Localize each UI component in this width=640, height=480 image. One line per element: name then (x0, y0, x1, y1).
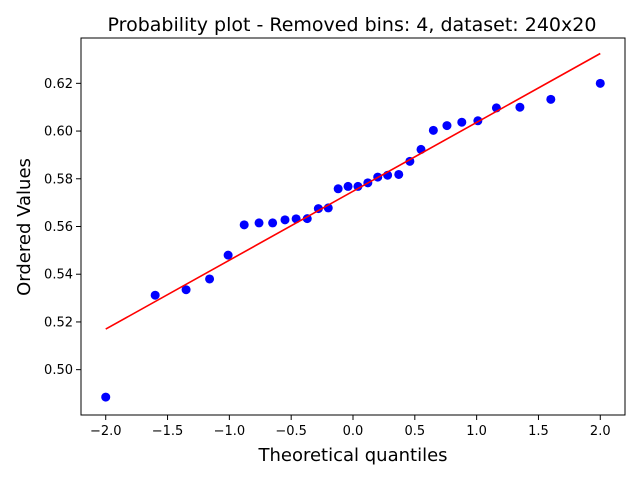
data-point (428, 125, 438, 135)
y-tick-label: 0.56 (44, 220, 73, 235)
x-axis: −2.0 −1.5 −1.0 −0.5 0.0 0.5 1.0 1.5 2.0 (90, 415, 611, 439)
data-point (343, 181, 353, 191)
data-point (333, 184, 343, 194)
data-point (515, 102, 525, 112)
data-point (205, 274, 215, 284)
x-tick-label: 1.5 (528, 424, 549, 439)
x-tick-label: 2.0 (590, 424, 611, 439)
data-point (101, 392, 111, 402)
data-point (595, 78, 605, 88)
x-axis-label: Theoretical quantiles (257, 445, 447, 466)
y-tick-label: 0.50 (44, 363, 73, 378)
data-point (353, 181, 363, 191)
data-point (457, 117, 467, 127)
data-point (181, 285, 191, 295)
x-tick-label: 1.0 (466, 424, 487, 439)
x-tick-label: −1.5 (152, 424, 184, 439)
chart-title: Probability plot - Removed bins: 4, data… (108, 14, 597, 36)
data-point (394, 169, 404, 179)
data-point (280, 215, 290, 225)
data-point (223, 250, 233, 260)
data-point (268, 218, 278, 228)
y-tick-label: 0.60 (44, 125, 73, 140)
plot-area (101, 52, 605, 402)
x-tick-label: −2.0 (90, 424, 122, 439)
fit-line (105, 52, 601, 330)
y-tick-label: 0.52 (44, 315, 73, 330)
data-point (254, 218, 264, 228)
y-tick-label: 0.58 (44, 172, 73, 187)
x-tick-label: −0.5 (275, 424, 307, 439)
y-tick-label: 0.62 (44, 77, 73, 92)
y-axis-label: Ordered Values (14, 158, 35, 296)
y-tick-label: 0.54 (44, 268, 73, 283)
data-point (150, 290, 160, 300)
data-point (546, 94, 556, 104)
data-point (442, 121, 452, 131)
x-tick-label: −1.0 (214, 424, 246, 439)
x-tick-label: 0.0 (343, 424, 364, 439)
data-point (239, 220, 249, 230)
x-tick-label: 0.5 (404, 424, 425, 439)
y-axis: 0.50 0.52 0.54 0.56 0.58 0.60 0.62 (44, 77, 81, 378)
data-point (313, 204, 323, 214)
